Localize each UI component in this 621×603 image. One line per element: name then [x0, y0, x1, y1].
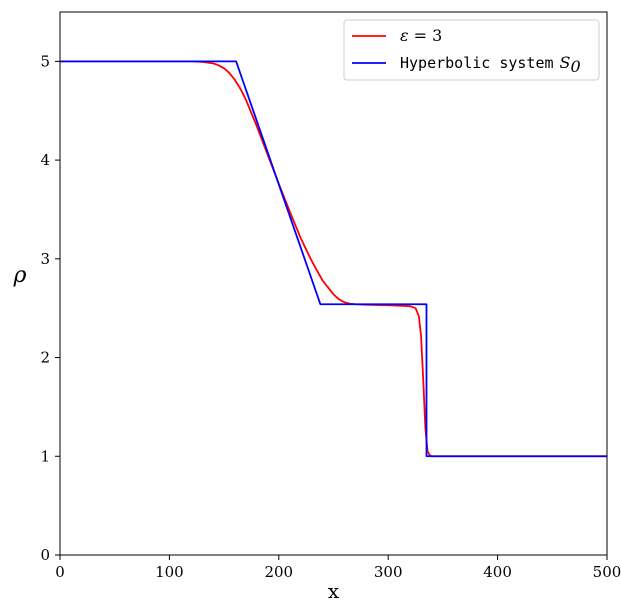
x-tick-label: 400	[483, 563, 512, 581]
series-line-hyperbolic	[60, 60, 607, 458]
series-line-eps	[60, 60, 607, 458]
legend: ε = 3 Hyperbolic system S0	[343, 19, 600, 81]
y-axis-label: ρ	[13, 263, 27, 288]
y-tick-label: 1	[40, 447, 50, 465]
plot-frame	[59, 11, 608, 556]
x-tick-label: 100	[155, 563, 184, 581]
legend-box	[343, 19, 600, 81]
y-tick-label: 2	[40, 349, 50, 367]
x-axis: 0 100 200 300 400 500	[55, 555, 621, 581]
y-tick-label: 4	[40, 151, 50, 169]
y-tick-label: 3	[40, 250, 50, 268]
legend-label-hyperbolic: Hyperbolic system S0	[400, 53, 581, 76]
x-axis-label: x	[328, 579, 340, 603]
plot-lines	[60, 60, 607, 458]
x-tick-label: 300	[374, 563, 403, 581]
legend-label-eps: ε = 3	[400, 26, 442, 45]
y-tick-label: 0	[40, 546, 50, 564]
x-tick-label: 0	[55, 563, 65, 581]
y-tick-label: 5	[40, 52, 50, 70]
y-axis: 0 1 2 3 4 5	[40, 52, 60, 564]
x-tick-label: 200	[264, 563, 293, 581]
x-tick-label: 500	[593, 563, 621, 581]
